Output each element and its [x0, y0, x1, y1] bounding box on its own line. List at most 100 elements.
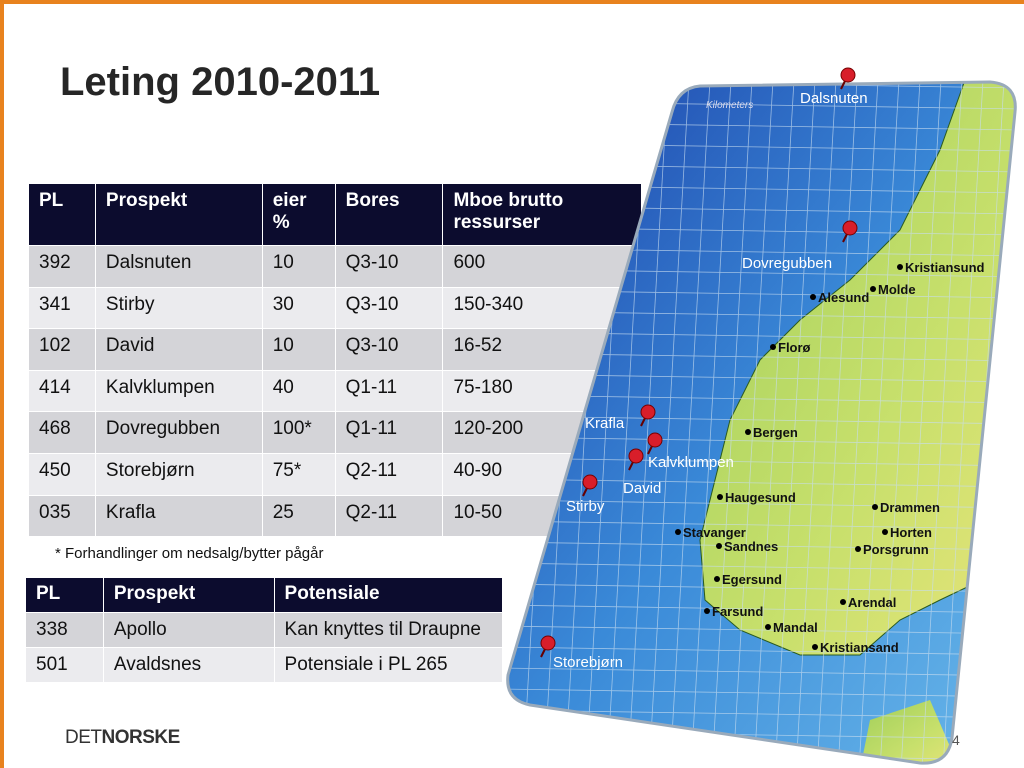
- map-grid: [507, 457, 1016, 467]
- city-dot: [840, 599, 846, 605]
- table-cell: Kan knyttes til Draupne: [273, 612, 504, 648]
- table-cell: Q3-10: [334, 328, 444, 371]
- table-cell: Stirby: [94, 286, 263, 330]
- table-cell: 468: [28, 411, 96, 454]
- table-cell: David: [94, 328, 263, 371]
- table-cell: Q2-11: [334, 452, 444, 496]
- map-grid: [507, 583, 1016, 593]
- table-cell: Q1-11: [334, 411, 444, 454]
- table-row: 035 Krafla 25 Q2-11 10-50: [28, 494, 642, 538]
- table-cell: Avaldsnes: [102, 647, 275, 683]
- table-cell: Kalvklumpen: [94, 369, 263, 413]
- city-label: Kristiansand: [820, 640, 899, 655]
- table-cell: 10: [261, 245, 336, 288]
- city-label: Horten: [890, 525, 932, 540]
- page-number: 4: [952, 732, 960, 748]
- table-cell: Q1-11: [334, 369, 444, 413]
- header-row: PL Prospekt eier % Bores Mboe brutto ressurs…: [28, 183, 642, 246]
- map-grid: [507, 604, 1016, 614]
- city-dot: [810, 294, 816, 300]
- header-cell: Potensiale: [273, 577, 504, 613]
- prospect-label: Dovregubben: [742, 255, 832, 272]
- table-cell: 600: [442, 245, 642, 288]
- table-cell: 30: [261, 286, 336, 330]
- potential-table: PL Prospekt Potensiale 338 Apollo Kan knyttes…: [25, 577, 504, 683]
- header-cell: Mboe brutto ressurser: [442, 183, 642, 246]
- table-cell: 25: [261, 494, 336, 538]
- city-label: Molde: [878, 282, 916, 297]
- map-image: [460, 80, 1016, 768]
- city-dot: [770, 344, 776, 350]
- map-grid: [507, 415, 1016, 425]
- table-cell: Apollo: [102, 612, 275, 648]
- map-grid: [942, 82, 984, 764]
- city-dot: [855, 546, 861, 552]
- city-dot: [717, 494, 723, 500]
- header-cell: Prospekt: [94, 183, 263, 246]
- city-label: Arendal: [848, 595, 896, 610]
- city-label: Haugesund: [725, 490, 796, 505]
- table-cell: 102: [28, 328, 96, 371]
- city-label: Sandnes: [724, 539, 778, 554]
- map-grid: [795, 82, 837, 764]
- pin-head: [647, 432, 663, 448]
- footnote: * Forhandlinger om nedsalg/bytter pågår: [55, 545, 324, 562]
- city-dot: [882, 529, 888, 535]
- prospect-label: David: [623, 480, 661, 497]
- city-dot: [812, 644, 818, 650]
- map-grid: [507, 499, 1016, 509]
- city-label: Egersund: [722, 572, 782, 587]
- map-grid: [690, 82, 732, 764]
- table-cell: Potensiale i PL 265: [273, 647, 504, 683]
- table-cell: Q3-10: [334, 245, 444, 288]
- prospect-label: Storebjørn: [553, 654, 623, 671]
- map-grid: [460, 80, 500, 768]
- header-cell: eier %: [261, 183, 336, 246]
- pin-head: [640, 404, 656, 420]
- table-row: 468 Dovregubben 100* Q1-11 120-200: [28, 411, 642, 454]
- prospect-label: Dalsnuten: [800, 90, 868, 107]
- table-cell: Q2-11: [334, 494, 444, 538]
- header-cell: Prospekt: [102, 577, 275, 613]
- city-dot: [675, 529, 681, 535]
- table-row: 102 David 10 Q3-10 16-52: [28, 328, 642, 371]
- table-row: 392 Dalsnuten 10 Q3-10 600: [28, 245, 642, 288]
- pin-head: [540, 635, 556, 651]
- city-label: Mandal: [773, 620, 818, 635]
- table-row: 450 Storebjørn 75* Q2-11 40-90: [28, 452, 642, 496]
- prospect-label: Stirby: [566, 498, 605, 515]
- table-cell: Q3-10: [334, 286, 444, 330]
- city-dot: [704, 608, 710, 614]
- pin-head: [628, 448, 644, 464]
- table-row: 501 Avaldsnes Potensiale i PL 265: [25, 647, 504, 683]
- city-label: Stavanger: [683, 525, 746, 540]
- table-row: 338 Apollo Kan knyttes til Draupne: [25, 612, 504, 648]
- map-grid: [921, 82, 963, 764]
- map-grid: [507, 709, 1016, 719]
- map-grid: [816, 82, 858, 764]
- map-grid: [732, 82, 774, 764]
- table-cell: 150-340: [442, 286, 642, 330]
- city-dot: [745, 429, 751, 435]
- map-grid: [507, 646, 1016, 656]
- map-grid: [507, 520, 1016, 530]
- map-grid: [627, 82, 669, 764]
- table-cell: Dalsnuten: [94, 245, 263, 288]
- prospect-table: PL Prospekt eier % Bores Mboe brutto ressurs…: [28, 183, 642, 538]
- pin-head: [582, 474, 598, 490]
- prospect-label: Krafla: [585, 415, 625, 432]
- logo: DETNORSKE: [65, 727, 180, 749]
- pin-head: [842, 220, 858, 236]
- city-label: Porsgrunn: [863, 542, 929, 557]
- city-dot: [714, 576, 720, 582]
- map-grid: [507, 667, 1016, 677]
- map-grid: [507, 562, 1016, 572]
- logo-part: NORSKE: [101, 727, 181, 748]
- table-cell: 75*: [261, 452, 336, 496]
- city-label: Farsund: [712, 604, 763, 619]
- city-label: Kristiansund: [905, 260, 985, 275]
- city-dot: [872, 504, 878, 510]
- table-cell: 501: [25, 647, 104, 683]
